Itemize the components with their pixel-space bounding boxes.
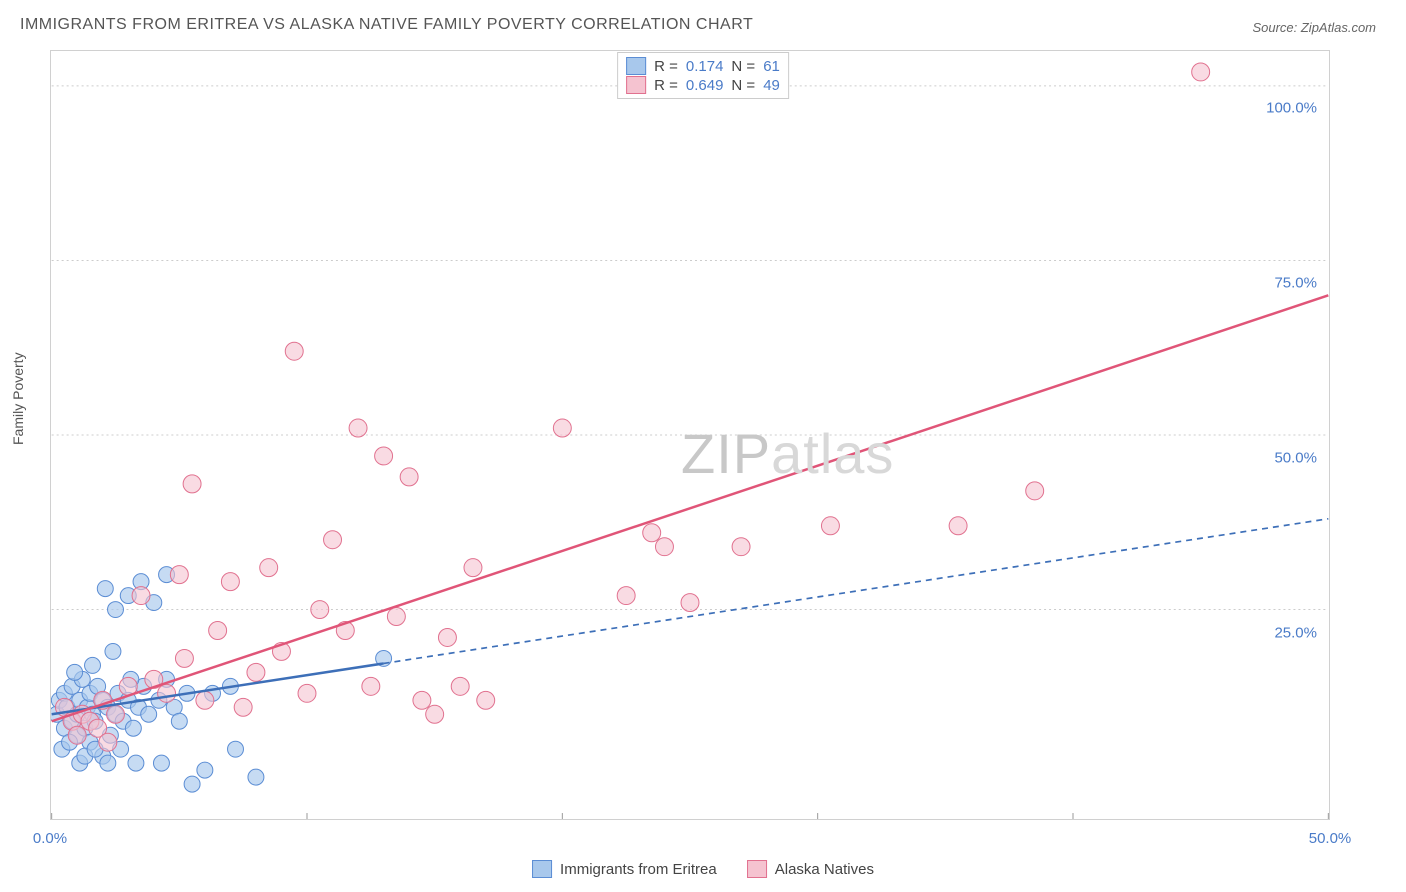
legend-correlation: R = 0.174 N = 61 R = 0.649 N = 49: [617, 52, 789, 99]
xtick-label: 50.0%: [1309, 830, 1352, 847]
legend-row-pink: R = 0.649 N = 49: [626, 76, 780, 94]
chart-title: IMMIGRANTS FROM ERITREA VS ALASKA NATIVE…: [20, 16, 753, 34]
legend-item-eritrea: Immigrants from Eritrea: [532, 860, 717, 878]
plot-svg: [51, 51, 1329, 819]
plot-area: ZIPatlas 25.0%50.0%75.0%100.0%: [50, 50, 1330, 820]
xtick-label: 0.0%: [33, 830, 67, 847]
source-label: Source: ZipAtlas.com: [1252, 20, 1376, 35]
legend-series: Immigrants from Eritrea Alaska Natives: [532, 860, 874, 878]
ytick-label: 25.0%: [1274, 625, 1317, 642]
ytick-label: 75.0%: [1274, 275, 1317, 292]
swatch-blue-icon: [626, 57, 646, 75]
ytick-label: 100.0%: [1266, 100, 1317, 117]
swatch-pink-icon: [747, 860, 767, 878]
ytick-label: 50.0%: [1274, 450, 1317, 467]
y-axis-label: Family Poverty: [10, 352, 26, 445]
swatch-pink-icon: [626, 76, 646, 94]
legend-item-alaska: Alaska Natives: [747, 860, 874, 878]
swatch-blue-icon: [532, 860, 552, 878]
legend-row-blue: R = 0.174 N = 61: [626, 57, 780, 75]
